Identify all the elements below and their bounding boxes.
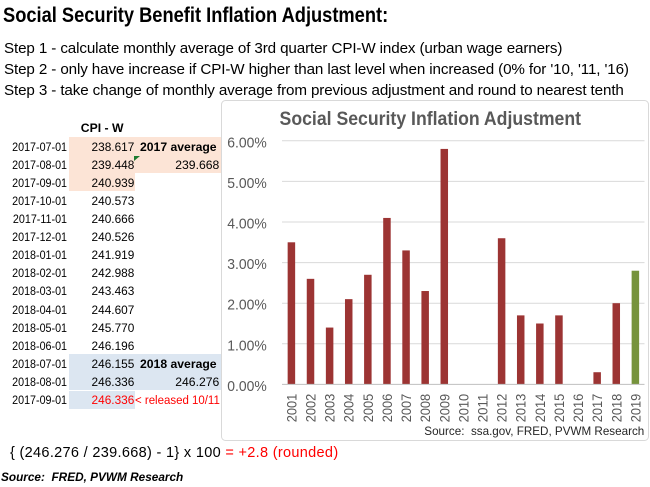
svg-text:2011: 2011: [476, 394, 492, 423]
svg-text:2017: 2017: [590, 394, 606, 423]
svg-text:2008: 2008: [418, 394, 434, 423]
svg-text:2013: 2013: [514, 394, 530, 423]
svg-text:4.00%: 4.00%: [227, 217, 267, 233]
svg-text:2007: 2007: [399, 394, 415, 423]
svg-text:6.00%: 6.00%: [227, 135, 267, 151]
svg-text:2006: 2006: [380, 394, 396, 423]
svg-text:Source: ssa.gov, FRED, PVWM R: Source: ssa.gov, FRED, PVWM Research: [424, 424, 644, 438]
svg-text:2.00%: 2.00%: [227, 298, 267, 314]
svg-text:Social Security Inflation Adju: Social Security Inflation Adjustment: [280, 109, 582, 130]
svg-text:2010: 2010: [456, 394, 472, 423]
svg-text:2012: 2012: [495, 394, 511, 423]
svg-text:2016: 2016: [571, 394, 587, 423]
svg-text:0.00%: 0.00%: [227, 379, 267, 395]
svg-text:2004: 2004: [342, 394, 358, 423]
svg-text:2002: 2002: [304, 394, 320, 423]
svg-text:2003: 2003: [323, 394, 339, 423]
svg-text:2005: 2005: [361, 394, 377, 423]
svg-text:5.00%: 5.00%: [227, 176, 267, 192]
svg-text:2018: 2018: [609, 394, 625, 423]
svg-text:2014: 2014: [533, 394, 549, 423]
svg-text:2001: 2001: [284, 394, 300, 423]
svg-text:2009: 2009: [437, 394, 453, 423]
svg-text:1.00%: 1.00%: [227, 338, 267, 354]
svg-text:3.00%: 3.00%: [227, 257, 267, 273]
svg-text:2015: 2015: [552, 394, 568, 423]
svg-text:2019: 2019: [628, 394, 644, 423]
